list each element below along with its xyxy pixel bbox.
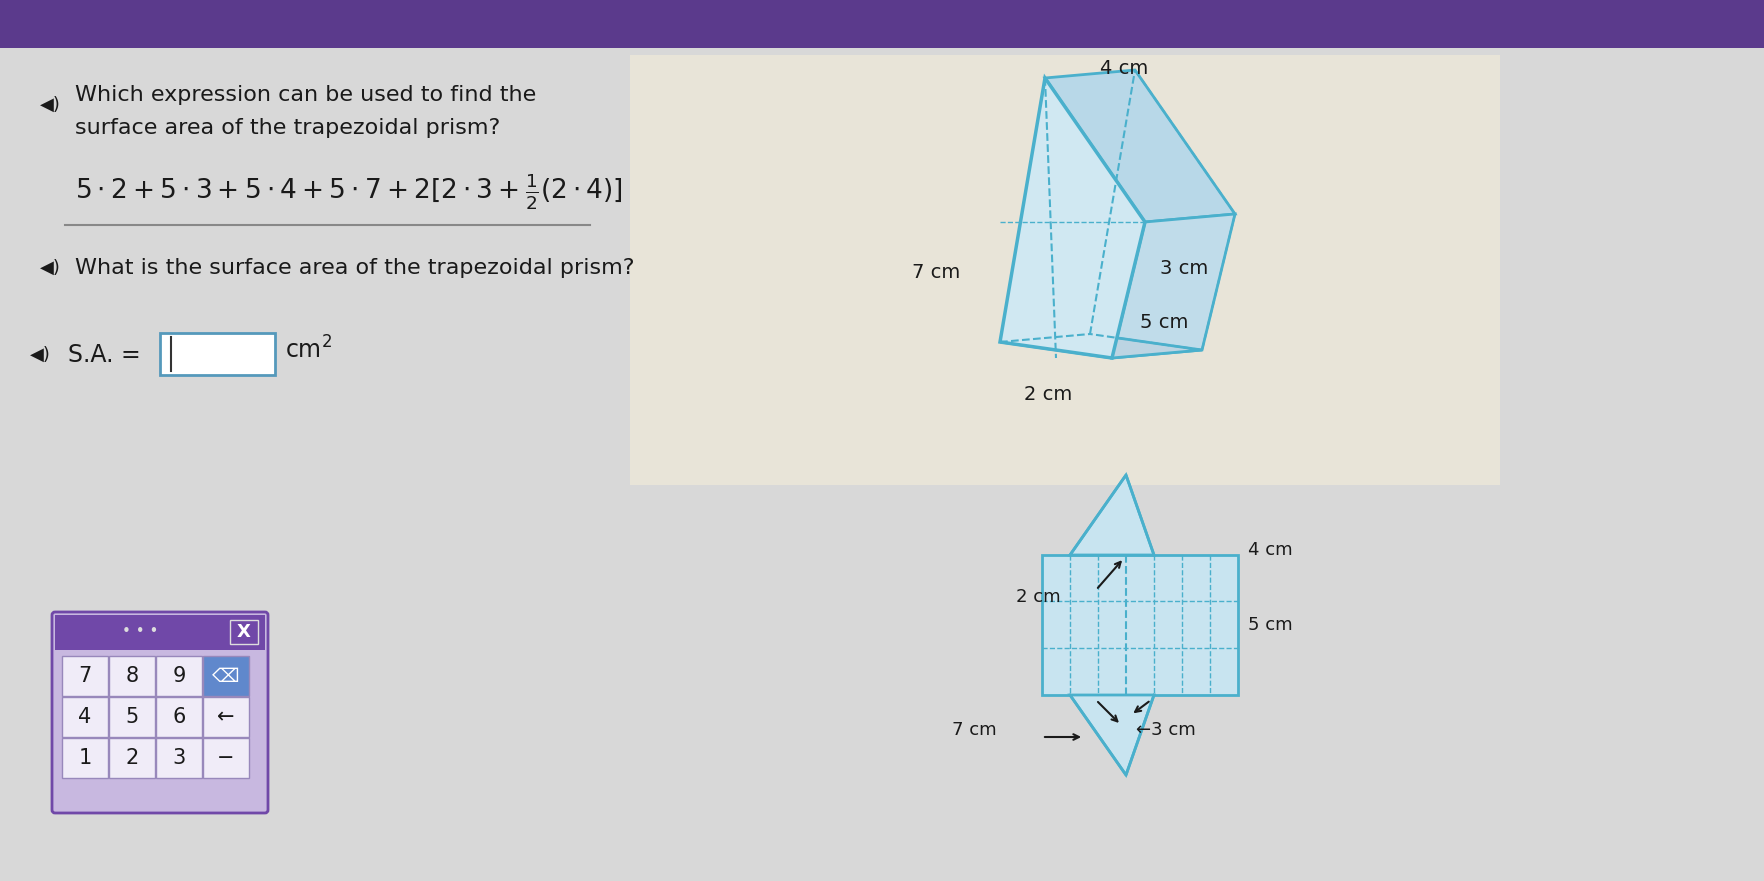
FancyBboxPatch shape bbox=[630, 55, 1499, 485]
FancyBboxPatch shape bbox=[229, 620, 258, 644]
Polygon shape bbox=[1044, 70, 1235, 222]
Text: ←3 cm: ←3 cm bbox=[1136, 721, 1194, 739]
Text: 7: 7 bbox=[78, 666, 92, 686]
Text: Which expression can be used to find the: Which expression can be used to find the bbox=[74, 85, 536, 105]
FancyBboxPatch shape bbox=[0, 48, 1764, 881]
FancyBboxPatch shape bbox=[203, 738, 249, 778]
Text: 5: 5 bbox=[125, 707, 139, 727]
Text: 7 cm: 7 cm bbox=[953, 721, 997, 739]
Text: 2 cm: 2 cm bbox=[1023, 385, 1071, 404]
FancyBboxPatch shape bbox=[109, 697, 155, 737]
FancyBboxPatch shape bbox=[109, 738, 155, 778]
Text: 3 cm: 3 cm bbox=[1159, 258, 1208, 278]
Text: 7 cm: 7 cm bbox=[912, 263, 960, 282]
FancyBboxPatch shape bbox=[155, 738, 201, 778]
Text: 2 cm: 2 cm bbox=[1016, 588, 1060, 606]
FancyBboxPatch shape bbox=[51, 612, 268, 813]
FancyBboxPatch shape bbox=[62, 738, 108, 778]
Text: 4 cm: 4 cm bbox=[1247, 541, 1291, 559]
Text: ←: ← bbox=[217, 707, 235, 727]
Polygon shape bbox=[1000, 78, 1145, 358]
Text: 5 cm: 5 cm bbox=[1140, 313, 1187, 331]
Text: What is the surface area of the trapezoidal prism?: What is the surface area of the trapezoi… bbox=[74, 258, 633, 278]
Text: S.A. =: S.A. = bbox=[69, 343, 141, 367]
Text: • • •: • • • bbox=[122, 625, 159, 640]
FancyBboxPatch shape bbox=[109, 656, 155, 696]
Text: 6: 6 bbox=[173, 707, 185, 727]
Text: 4 cm: 4 cm bbox=[1099, 58, 1148, 78]
FancyBboxPatch shape bbox=[62, 656, 108, 696]
Text: 9: 9 bbox=[173, 666, 185, 686]
Polygon shape bbox=[1111, 214, 1235, 358]
FancyBboxPatch shape bbox=[62, 697, 108, 737]
Text: 4: 4 bbox=[78, 707, 92, 727]
Text: surface area of the trapezoidal prism?: surface area of the trapezoidal prism? bbox=[74, 118, 499, 138]
Text: X: X bbox=[236, 623, 250, 641]
Text: ◀): ◀) bbox=[39, 259, 60, 277]
Polygon shape bbox=[1000, 334, 1201, 358]
FancyBboxPatch shape bbox=[155, 697, 201, 737]
Text: 3: 3 bbox=[173, 748, 185, 768]
Text: 1: 1 bbox=[78, 748, 92, 768]
Text: 8: 8 bbox=[125, 666, 139, 686]
FancyBboxPatch shape bbox=[1041, 555, 1237, 695]
FancyBboxPatch shape bbox=[203, 656, 249, 696]
Text: cm$^2$: cm$^2$ bbox=[284, 337, 332, 364]
FancyBboxPatch shape bbox=[55, 615, 265, 650]
FancyBboxPatch shape bbox=[155, 656, 201, 696]
Text: ◀): ◀) bbox=[39, 96, 60, 114]
Text: ⌫: ⌫ bbox=[212, 667, 240, 685]
Text: $5 \cdot 2 + 5 \cdot 3 + 5 \cdot 4 + 5 \cdot 7 + 2[2 \cdot 3 + \frac{1}{2}(2 \cd: $5 \cdot 2 + 5 \cdot 3 + 5 \cdot 4 + 5 \… bbox=[74, 172, 623, 212]
Text: ◀): ◀) bbox=[30, 346, 51, 364]
FancyBboxPatch shape bbox=[161, 333, 275, 375]
FancyBboxPatch shape bbox=[203, 697, 249, 737]
Polygon shape bbox=[1069, 695, 1154, 775]
FancyBboxPatch shape bbox=[0, 0, 1764, 48]
Text: −: − bbox=[217, 748, 235, 768]
Text: 5 cm: 5 cm bbox=[1247, 616, 1291, 634]
Text: 2: 2 bbox=[125, 748, 139, 768]
Polygon shape bbox=[1069, 475, 1154, 555]
